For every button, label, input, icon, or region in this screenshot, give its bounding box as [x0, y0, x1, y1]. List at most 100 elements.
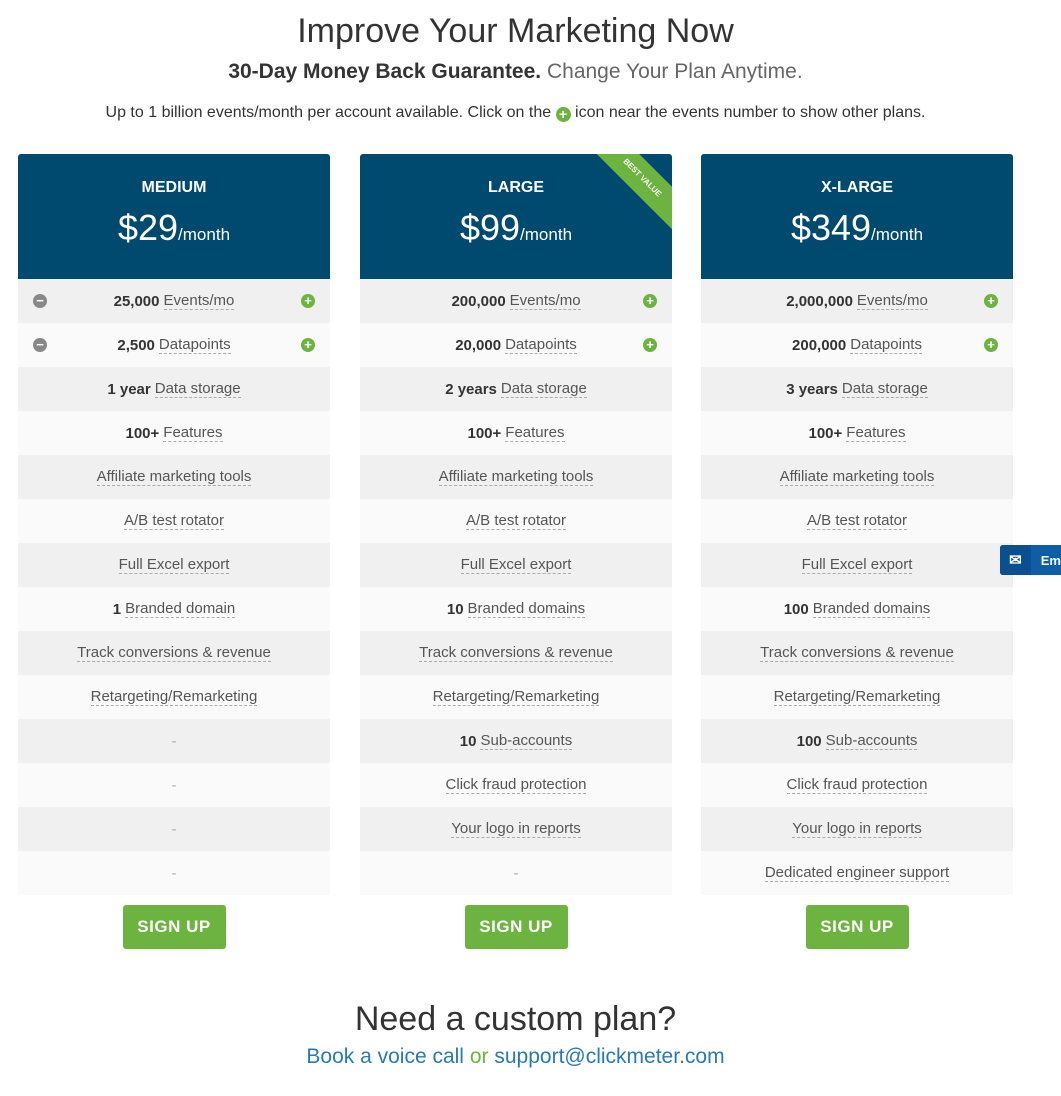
plan-name: X-LARGE [821, 179, 893, 196]
feature-row: A/B test rotator [360, 499, 672, 543]
feature-label[interactable]: Your logo in reports [451, 820, 581, 838]
sign-up-button[interactable]: SIGN UP [464, 905, 568, 949]
feature-label[interactable]: Retargeting/Remarketing [773, 688, 941, 706]
feature-label[interactable]: Affiliate marketing tools [96, 468, 252, 486]
feature-row: 1 Branded domain [18, 587, 330, 631]
feature-label[interactable]: Dedicated engineer support [764, 864, 950, 882]
feature-label[interactable]: Data storage [500, 380, 587, 398]
feature-list: − 25,000 Events/mo + − 2,500 Datapoints +1 year… [18, 279, 330, 895]
feature-label[interactable]: A/B test rotator [806, 512, 908, 530]
feature-row: A/B test rotator [701, 499, 1013, 543]
feature-label[interactable]: Datapoints [158, 336, 231, 354]
guarantee: 30-Day Money Back Guarantee. [228, 60, 542, 83]
plus-circle-icon[interactable]: + [984, 294, 998, 308]
feature-label[interactable]: Full Excel export [801, 556, 913, 574]
feature-unavailable: - [171, 732, 177, 750]
plan-header: MEDIUM $29/month [18, 154, 330, 279]
feature-row: 20,000 Datapoints + [360, 323, 672, 367]
feature-value: 100+ [808, 424, 843, 442]
feature-row: 3 years Data storage [701, 367, 1013, 411]
feature-row: - [18, 763, 330, 807]
feature-label[interactable]: Sub-accounts [825, 732, 918, 750]
feature-row: Affiliate marketing tools [360, 455, 672, 499]
feature-row: Retargeting/Remarketing [701, 675, 1013, 719]
feature-row: 1 year Data storage [18, 367, 330, 411]
feature-row: Click fraud protection [701, 763, 1013, 807]
feature-list: 2,000,000 Events/mo +200,000 Datapoints +3 y… [701, 279, 1013, 895]
plus-circle-icon[interactable]: + [643, 338, 657, 352]
minus-circle-icon[interactable]: − [33, 294, 47, 308]
feature-row: Retargeting/Remarketing [360, 675, 672, 719]
feature-label[interactable]: Retargeting/Remarketing [90, 688, 258, 706]
feature-label[interactable]: Your logo in reports [792, 820, 922, 838]
feature-label[interactable]: Click fraud protection [445, 776, 587, 794]
plan-price: $349/month [701, 207, 1013, 249]
feature-label[interactable]: Track conversions & revenue [419, 644, 613, 662]
feature-list: 200,000 Events/mo +20,000 Datapoints +2 year… [360, 279, 672, 895]
feature-row: - [18, 807, 330, 851]
feature-label[interactable]: Retargeting/Remarketing [432, 688, 600, 706]
info-text: Up to 1 billion events/month per account… [0, 104, 1031, 122]
plus-circle-icon[interactable]: + [643, 294, 657, 308]
feature-label[interactable]: Datapoints [505, 336, 577, 354]
feature-label[interactable]: Branded domains [467, 600, 586, 618]
feature-label[interactable]: Datapoints [850, 336, 922, 354]
feature-row: 100 Sub-accounts [701, 719, 1013, 763]
feature-value: 100 [796, 732, 822, 750]
info-after: icon near the events number to show othe… [575, 104, 926, 121]
feature-label[interactable]: A/B test rotator [465, 512, 567, 530]
price-period: /month [178, 225, 231, 244]
plus-circle-icon[interactable]: + [301, 338, 315, 352]
plan-name: MEDIUM [141, 179, 207, 196]
feature-label[interactable]: Events/mo [163, 292, 235, 310]
feature-value: 200,000 [792, 336, 847, 354]
feature-label[interactable]: Features [505, 424, 565, 442]
feature-label[interactable]: Data storage [154, 380, 241, 398]
feature-label[interactable]: Sub-accounts [480, 732, 573, 750]
feature-value: 10 [459, 732, 477, 750]
feature-label[interactable]: Branded domains [812, 600, 931, 618]
plus-circle-icon[interactable]: + [301, 294, 315, 308]
plus-circle-icon: + [555, 107, 571, 122]
plan-price: $29/month [18, 207, 330, 249]
support-email-link[interactable]: support@clickmeter.com [494, 1045, 725, 1068]
feature-label[interactable]: A/B test rotator [123, 512, 225, 530]
feature-label[interactable]: Features [163, 424, 223, 442]
feature-label[interactable]: Affiliate marketing tools [438, 468, 594, 486]
sign-up-button[interactable]: SIGN UP [805, 905, 909, 949]
price-amount: $29 [117, 207, 179, 248]
feature-label[interactable]: Events/mo [509, 292, 581, 310]
feature-value: 100+ [125, 424, 160, 442]
feature-label[interactable]: Data storage [841, 380, 928, 398]
or-text: or [469, 1045, 489, 1068]
change-plan-text: Change Your Plan Anytime. [546, 60, 803, 83]
plan-price: $99/month [360, 207, 672, 249]
ribbon-label: BEST VALUE [597, 154, 672, 229]
feature-label[interactable]: Events/mo [856, 292, 928, 310]
feature-row: Click fraud protection [360, 763, 672, 807]
custom-plan-heading: Need a custom plan? [354, 1000, 677, 1038]
feature-label[interactable]: Features [846, 424, 906, 442]
feature-row: 100 Branded domains [701, 587, 1013, 631]
feature-unavailable: - [171, 864, 177, 882]
feature-label[interactable]: Click fraud protection [786, 776, 928, 794]
feature-value: 100 [783, 600, 809, 618]
feature-label[interactable]: Track conversions & revenue [77, 644, 271, 662]
feature-row: - [360, 851, 672, 895]
feature-label[interactable]: Full Excel export [118, 556, 230, 574]
feature-value: 3 years [786, 380, 838, 398]
plus-circle-icon[interactable]: + [984, 338, 998, 352]
feature-row: Your logo in reports [701, 807, 1013, 851]
feature-label[interactable]: Affiliate marketing tools [779, 468, 935, 486]
minus-circle-icon[interactable]: − [33, 338, 47, 352]
feature-row: 100+ Features [701, 411, 1013, 455]
feature-label[interactable]: Full Excel export [460, 556, 572, 574]
feature-label[interactable]: Track conversions & revenue [760, 644, 954, 662]
book-call-link[interactable]: Book a voice call [306, 1045, 464, 1068]
envelope-icon: ✉ [1000, 545, 1031, 575]
feature-label[interactable]: Branded domain [125, 600, 236, 618]
feature-value: 20,000 [455, 336, 502, 354]
email-feedback-tab[interactable]: ✉ Em [1000, 545, 1061, 575]
feature-value: 2 years [445, 380, 497, 398]
sign-up-button[interactable]: SIGN UP [122, 905, 226, 949]
